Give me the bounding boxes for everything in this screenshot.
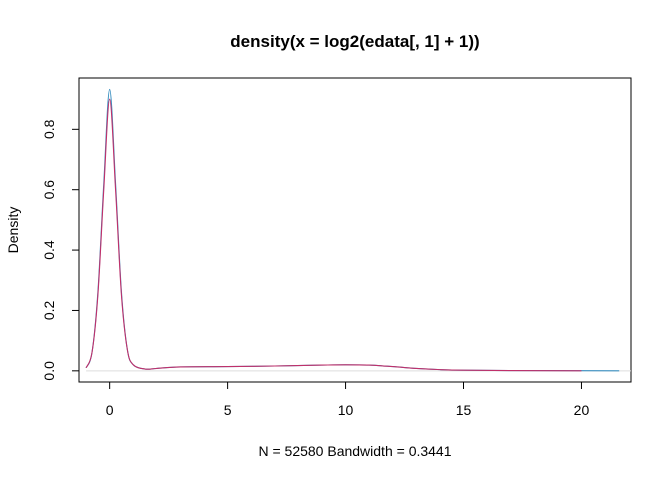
chart-title: density(x = log2(edata[, 1] + 1)) xyxy=(230,32,479,51)
plot-frame xyxy=(78,77,632,383)
y-tick-label: 0.4 xyxy=(41,240,57,260)
x-tick-label: 20 xyxy=(574,402,590,418)
x-axis: 0 5 10 15 20 xyxy=(106,381,590,418)
x-tick-label: 0 xyxy=(106,402,114,418)
y-tick-label: 0.8 xyxy=(41,119,57,139)
y-axis: 0.0 0.2 0.4 0.6 0.8 xyxy=(41,119,80,381)
density-curve-1 xyxy=(85,88,620,372)
x-tick-label: 15 xyxy=(456,402,472,418)
y-axis-label: Density xyxy=(5,207,21,254)
x-axis-label: N = 52580 Bandwidth = 0.3441 xyxy=(258,443,451,459)
x-tick-label: 10 xyxy=(338,402,354,418)
y-tick-label: 0.0 xyxy=(41,361,57,381)
density-curve-2 xyxy=(85,98,582,372)
x-tick-label: 5 xyxy=(224,402,232,418)
y-tick-label: 0.6 xyxy=(41,180,57,200)
y-tick-label: 0.2 xyxy=(41,301,57,321)
density-curves xyxy=(85,88,631,372)
